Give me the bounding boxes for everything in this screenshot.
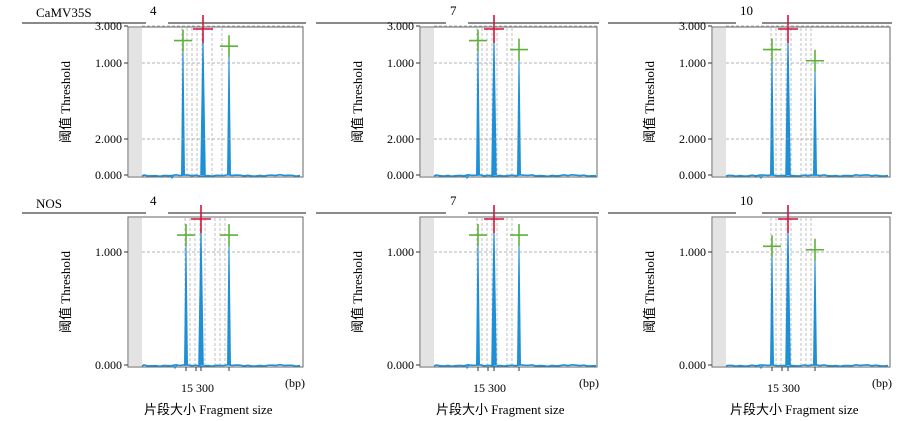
peak-3 [227,46,231,176]
x-unit-label-6: (bp) [872,376,892,390]
panel-1: 0.000 1.000 2.000 3.000 阈值 Threshold [22,15,306,182]
shaded-band [421,218,434,366]
shaded-band [129,28,142,176]
ytick-label: 1.000 [679,245,706,259]
peak-3 [813,249,817,366]
trace-dip [758,364,764,370]
plot-frame [127,26,304,178]
trace-dip [758,174,764,180]
ytick-label: 1.000 [387,245,414,259]
ytick-label: 0.000 [679,358,706,372]
ytick-label: 1.000 [95,56,122,70]
row-label-0: CaMV35S [36,5,92,20]
ytick-label: 1.000 [387,56,414,70]
shaded-band [129,218,142,366]
shaded-band [713,218,726,366]
plot-frame [711,216,891,368]
ytick-label: 3.000 [95,19,122,33]
y-axis-title: 阈值 Threshold [350,251,365,333]
plot-frame [127,216,304,368]
x-axis-title-5: 片段大小 Fragment size [436,402,565,417]
trace-baseline [725,364,889,368]
ytick-label: 3.000 [679,19,706,33]
peak-2 [200,28,206,176]
ytick-label: 0.000 [387,358,414,372]
trace-baseline [141,363,301,368]
shaded-band [421,28,434,176]
peak-3 [517,235,521,366]
y-axis-title: 阈值 Threshold [642,61,657,143]
panel-number-4: 4 [150,193,157,208]
panel-number-6: 10 [740,193,753,208]
panel-5: 0.000 1.000 2.000 3.000 阈值 Threshold [316,19,599,372]
panel-6: 0.000 1.000 2.000 3.000 阈值 Threshold [608,19,892,372]
x-axis-title-6: 片段大小 Fragment size [730,402,859,417]
panel-number-5: 7 [450,193,457,208]
peak-2 [198,218,204,366]
panel-number-3: 10 [740,3,753,18]
x-tick-label-5: 15 300 [473,381,506,395]
peak-3 [517,49,521,176]
y-axis-title: 阈值 Threshold [58,251,73,333]
panel-number-2: 7 [450,3,457,18]
trace-baseline [725,174,889,178]
ytick-label: 3.000 [387,19,414,33]
panel-number-bg [736,20,762,26]
trace-dip [172,364,178,370]
ytick-label: 2.000 [95,132,122,146]
trace-dip [169,174,175,180]
row-label-1: NOS [36,196,63,211]
y-axis-title: 阈值 Threshold [58,61,73,143]
ytick-label: 0.000 [387,168,414,182]
trace-dip [464,174,470,180]
x-tick-label-4: 15 300 [181,381,214,395]
panel-number-bg [146,20,168,26]
panel-3: 0.000 1.000 2.000 3.000 阈值 Threshold [608,15,892,182]
ytick-label: 0.000 [679,168,706,182]
x-unit-label-4: (bp) [285,376,305,390]
trace-baseline [433,363,597,368]
panel-number-bg [146,210,168,216]
peak-3 [813,60,817,176]
ytick-label: 1.000 [95,245,122,259]
panel-2: 0.000 1.000 2.000 3.000 阈值 Threshold [316,15,599,182]
plot-frame [419,216,598,368]
plot-frame [711,26,891,178]
panel-number-bg [446,210,468,216]
panel-number-1: 4 [150,3,157,18]
trace-baseline [141,173,301,178]
x-axis-title-4: 片段大小 Fragment size [144,402,273,417]
y-axis-title: 阈值 Threshold [642,251,657,333]
panel-4: 0.000 1.000 2.000 3.000 阈值 Threshold [22,19,306,372]
x-unit-label-5: (bp) [579,376,599,390]
ytick-label: 2.000 [387,132,414,146]
ytick-label: 0.000 [95,168,122,182]
trace-dip [464,364,470,370]
plot-frame [419,26,598,178]
panel-number-bg [446,20,468,26]
ytick-label: 2.000 [679,132,706,146]
ytick-label: 1.000 [679,56,706,70]
trace-baseline [433,173,597,178]
y-axis-title: 阈值 Threshold [350,61,365,143]
ytick-label: 0.000 [95,358,122,372]
x-tick-label-6: 15 300 [767,381,800,395]
shaded-band [713,28,726,176]
panel-number-bg [736,210,762,216]
peak-3 [227,235,231,366]
